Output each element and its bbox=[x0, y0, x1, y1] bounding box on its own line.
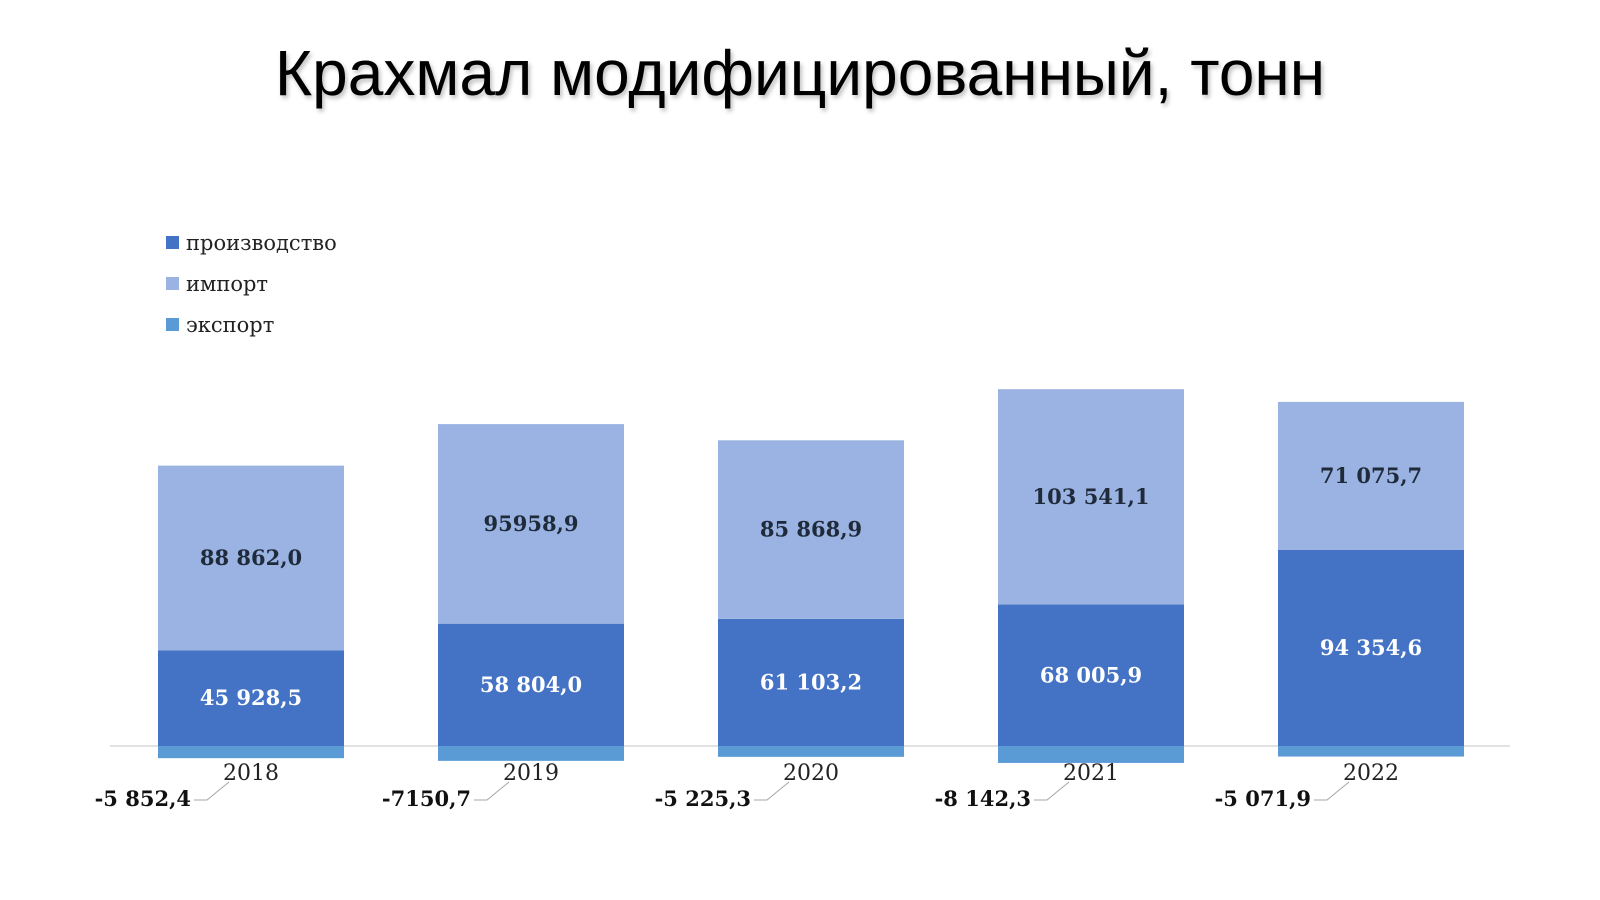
data-label-import-2019: 95958,9 bbox=[484, 511, 579, 536]
legend-swatch-production bbox=[166, 236, 179, 249]
data-label-export-2019: -7150,7 bbox=[382, 786, 471, 811]
data-label-export-2020: -5 225,3 bbox=[655, 786, 751, 811]
legend: производство импорт экспорт bbox=[166, 222, 337, 345]
legend-swatch-export bbox=[166, 318, 179, 331]
data-label-import-2021: 103 541,1 bbox=[1033, 484, 1150, 509]
bar-production-2021 bbox=[998, 604, 1184, 746]
legend-label-export: экспорт bbox=[186, 312, 275, 337]
leader-line-export-2019 bbox=[474, 781, 510, 801]
x-tick-label-2020: 2020 bbox=[783, 761, 839, 786]
bar-production-2022 bbox=[1278, 549, 1464, 746]
data-label-export-2018: -5 852,4 bbox=[95, 786, 191, 811]
leader-line-export-2022 bbox=[1314, 781, 1350, 801]
x-tick-label-2021: 2021 bbox=[1063, 761, 1119, 786]
legend-label-production: производство bbox=[186, 230, 337, 255]
chart-title: Крахмал модифицированный, тонн bbox=[274, 37, 1326, 109]
bar-export-2022 bbox=[1278, 746, 1464, 757]
data-label-production-2018: 45 928,5 bbox=[200, 685, 302, 710]
leader-line-export-2018 bbox=[194, 781, 230, 801]
bar-import-2019 bbox=[438, 424, 624, 624]
legend-item-production: производство bbox=[166, 222, 337, 263]
data-label-export-2021: -8 142,3 bbox=[935, 786, 1031, 811]
bar-export-2018 bbox=[158, 746, 344, 759]
data-label-import-2020: 85 868,9 bbox=[760, 517, 862, 542]
x-tick-label-2022: 2022 bbox=[1343, 761, 1399, 786]
bar-import-2020 bbox=[718, 440, 904, 619]
legend-swatch-import bbox=[166, 277, 179, 290]
data-label-import-2022: 71 075,7 bbox=[1320, 463, 1422, 488]
leader-line-export-2020 bbox=[754, 781, 790, 801]
bar-production-2020 bbox=[718, 618, 904, 746]
bar-export-2020 bbox=[718, 746, 904, 757]
legend-item-import: импорт bbox=[166, 263, 337, 304]
bar-export-2019 bbox=[438, 746, 624, 761]
bar-production-2019 bbox=[438, 623, 624, 746]
legend-label-import: импорт bbox=[186, 271, 269, 296]
bar-import-2021 bbox=[998, 389, 1184, 605]
bar-export-2021 bbox=[998, 746, 1184, 763]
data-label-production-2019: 58 804,0 bbox=[480, 672, 582, 697]
legend-item-export: экспорт bbox=[166, 304, 337, 345]
data-label-production-2020: 61 103,2 bbox=[760, 669, 862, 694]
data-label-import-2018: 88 862,0 bbox=[200, 545, 302, 570]
leader-line-export-2021 bbox=[1034, 781, 1070, 801]
x-tick-label-2019: 2019 bbox=[503, 761, 559, 786]
data-label-production-2022: 94 354,6 bbox=[1320, 635, 1422, 660]
bar-production-2018 bbox=[158, 650, 344, 746]
x-tick-label-2018: 2018 bbox=[223, 761, 279, 786]
data-label-production-2021: 68 005,9 bbox=[1040, 662, 1142, 687]
bar-import-2022 bbox=[1278, 401, 1464, 550]
data-label-export-2022: -5 071,9 bbox=[1215, 786, 1311, 811]
bar-import-2018 bbox=[158, 465, 344, 651]
